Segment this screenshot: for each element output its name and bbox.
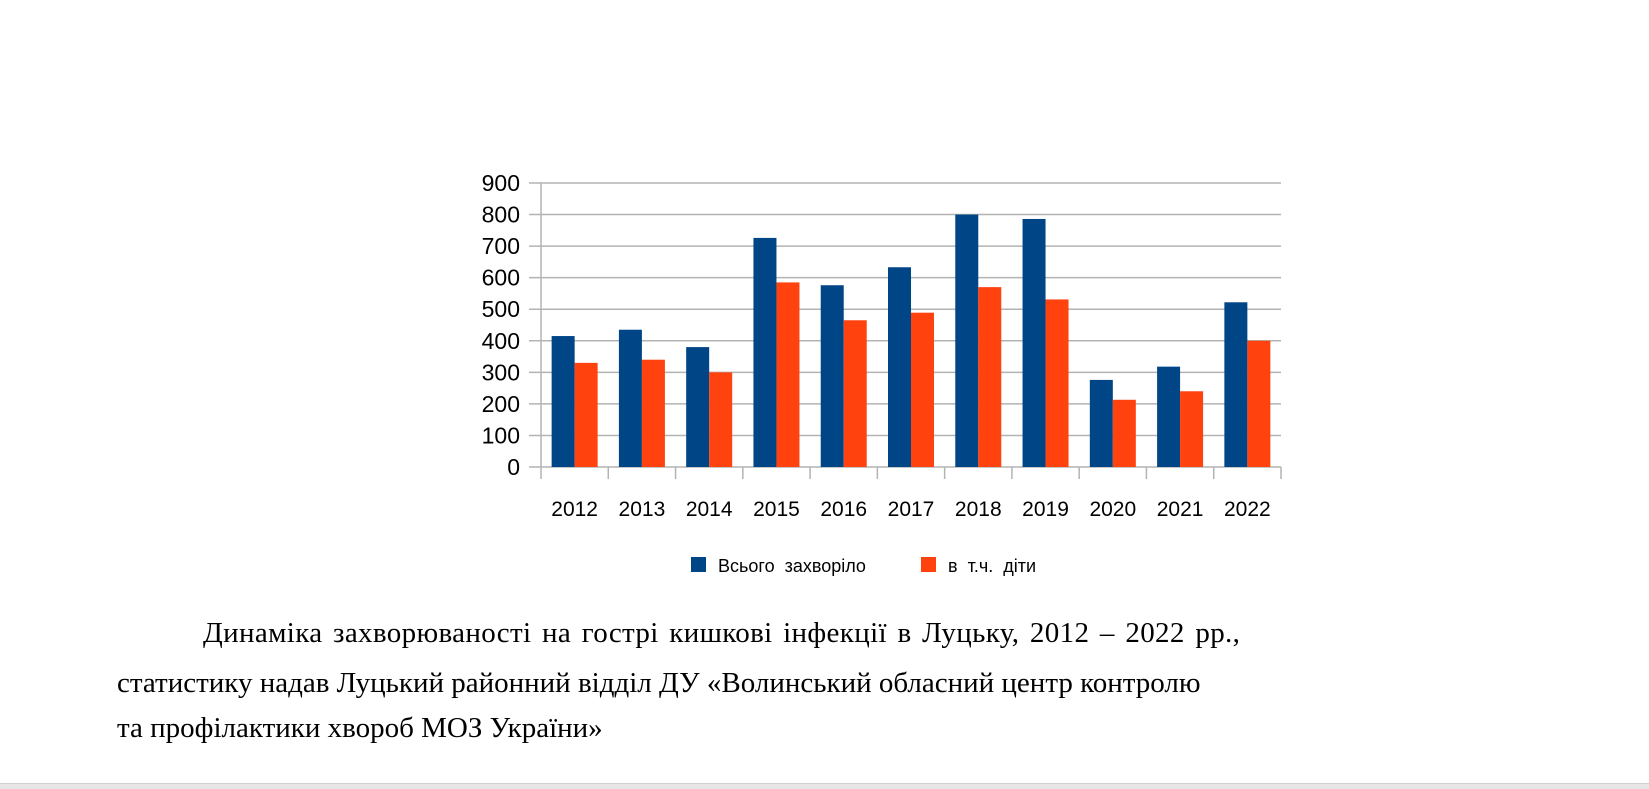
bar-children-2022 [1247,340,1271,467]
bar-total-2012 [551,336,575,467]
y-tick-label: 200 [482,391,520,417]
y-tick-label: 800 [482,202,520,228]
x-tick-label: 2021 [1157,498,1204,521]
y-tick-label: 300 [482,359,520,385]
bar-children-2013 [641,359,665,467]
bar-children-2020 [1112,399,1136,467]
bar-children-2016 [843,320,867,467]
y-tick-label: 700 [482,233,520,259]
y-tick-label: 100 [482,422,520,448]
x-tick-label: 2020 [1089,498,1136,521]
bar-children-2021 [1180,391,1204,467]
legend-label: Всього захворіло [718,556,866,576]
bar-children-2012 [574,362,598,467]
legend-label: в т.ч. діти [948,556,1036,576]
legend-swatch [921,557,936,572]
bar-children-2018 [978,287,1002,467]
caption-line-3: та профілактики хвороб МОЗ України» [117,712,603,744]
bar-total-2020 [1089,379,1113,467]
y-tick-label: 500 [482,296,520,322]
x-tick-label: 2017 [888,498,935,521]
x-tick-label: 2018 [955,498,1002,521]
bar-children-2017 [911,312,934,467]
x-tick-label: 2012 [551,498,598,521]
x-tick-label: 2013 [619,498,666,521]
y-tick-label: 600 [482,265,520,291]
bar-chart: 0 100 200 300 400 500 600 700 800 900 2012 2013 2014… [482,170,1282,576]
bar-total-2021 [1157,366,1181,467]
bar-total-2015 [753,237,777,467]
y-tick-label: 900 [482,170,520,196]
bar-total-2014 [686,347,710,467]
bar-total-2019 [1022,218,1046,467]
bar-total-2013 [618,329,642,467]
x-tick-label: 2015 [753,498,800,521]
bar-total-2022 [1224,302,1248,467]
caption-line-1: Динаміка захворюваності на гострі кишков… [203,617,1241,649]
x-tick-label: 2022 [1224,498,1271,521]
legend-swatch [691,557,706,572]
bar-total-2017 [888,267,911,467]
x-tick-label: 2016 [820,498,867,521]
bar-total-2018 [955,214,979,467]
bar-total-2016 [820,285,844,467]
y-tick-label: 0 [507,454,520,480]
caption-line-2: статистику надав Луцький районний відділ… [117,667,1201,699]
x-tick-label: 2014 [686,498,733,521]
bar-children-2015 [776,282,800,467]
y-tick-label: 400 [482,328,520,354]
bar-children-2014 [709,372,733,467]
page-bottom-edge [0,783,1649,789]
x-tick-label: 2019 [1022,498,1069,521]
bar-children-2019 [1045,299,1069,467]
